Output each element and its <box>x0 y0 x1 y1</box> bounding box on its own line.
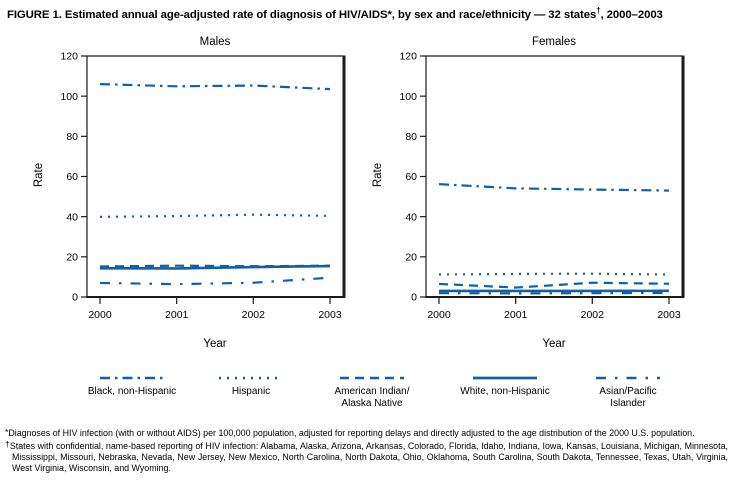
figure-title-text: FIGURE 1. Estimated annual age-adjusted … <box>7 8 597 21</box>
males-plot: 0 20 40 60 80 100 120 2000 2001 2002 2003 <box>60 51 346 321</box>
y-tick-label: 0 <box>72 292 78 304</box>
x-tick-label: 2003 <box>318 309 342 321</box>
dagger-marker: † <box>5 439 10 450</box>
males-chart: Males Rate 0 20 40 60 80 100 120 2000 2001 2002 20… <box>25 30 361 360</box>
x-tick-label: 2000 <box>427 309 451 321</box>
legend-label: White, non-Hispanic <box>460 386 550 397</box>
solid-line-swatch <box>472 375 538 381</box>
dashed-line-swatch <box>339 375 405 381</box>
females-chart-title: Females <box>531 36 577 48</box>
y-tick-label: 0 <box>411 292 417 304</box>
dotted-line-swatch <box>218 375 284 381</box>
y-tick-label: 120 <box>399 51 417 63</box>
legend-item-black-non-hispanic: Black, non-Hispanic <box>70 368 194 398</box>
figure-title: FIGURE 1. Estimated annual age-adjusted … <box>7 6 729 21</box>
y-tick-label: 20 <box>66 251 78 263</box>
legend-label: Black, non-Hispanic <box>87 386 177 397</box>
dash-dot-line-swatch <box>99 375 165 381</box>
x-tick-label: 2001 <box>165 309 189 321</box>
legend-item-asian-pacific-islander: Asian/Pacific Islander <box>566 368 690 409</box>
legend: Black, non-Hispanic Hispanic American In… <box>0 368 733 420</box>
series-line <box>99 276 331 286</box>
figure-title-dagger: † <box>596 6 601 15</box>
x-tick-label: 2003 <box>657 309 681 321</box>
legend-item-hispanic: Hispanic <box>189 368 313 398</box>
footnote-dagger-text: States with confidential, name-based rep… <box>9 441 728 474</box>
legend-label: American Indian/ Alaska Native <box>334 386 410 409</box>
series-line <box>99 83 331 91</box>
series-line <box>99 213 331 218</box>
y-tick-label: 100 <box>60 91 78 103</box>
x-tick-label: 2002 <box>581 309 605 321</box>
y-tick-label: 80 <box>66 131 78 143</box>
y-tick-label: 60 <box>66 171 78 183</box>
y-tick-label: 120 <box>60 51 78 63</box>
series-line <box>438 272 670 276</box>
x-tick-label: 2000 <box>88 309 112 321</box>
asterisk-marker: * <box>5 427 9 437</box>
y-tick-label: 80 <box>405 131 417 143</box>
long-dash-dot-line-swatch <box>595 375 661 381</box>
legend-label: Hispanic <box>231 386 271 397</box>
legend-item-white-non-hispanic: White, non-Hispanic <box>443 368 567 398</box>
legend-item-american-indian-alaska-native: American Indian/ Alaska Native <box>310 368 434 409</box>
y-tick-label: 60 <box>405 171 417 183</box>
figure-title-years: , 2000–2003 <box>600 8 663 21</box>
series-line <box>99 264 331 270</box>
y-tick-label: 40 <box>66 211 78 223</box>
series-line <box>99 264 331 268</box>
y-tick-label: 100 <box>399 91 417 103</box>
series-line <box>438 183 670 192</box>
footnote-asterisk: *Diagnoses of HIV infection (with or wit… <box>5 427 728 439</box>
x-tick-label: 2002 <box>242 309 266 321</box>
footnotes: *Diagnoses of HIV infection (with or wit… <box>5 427 728 474</box>
y-tick-label: 20 <box>405 251 417 263</box>
y-tick-label: 40 <box>405 211 417 223</box>
footnote-dagger: †States with confidential, name-based re… <box>5 439 728 474</box>
females-x-axis-label: Year <box>542 338 566 350</box>
series-line <box>438 281 670 289</box>
footnote-asterisk-text: Diagnoses of HIV infection (with or with… <box>8 428 695 438</box>
females-plot: 0 20 40 60 80 100 120 2000 2001 2002 2003 <box>399 51 685 321</box>
legend-label: Asian/Pacific Islander <box>599 386 657 409</box>
males-x-axis-label: Year <box>203 338 227 350</box>
females-chart: Females Rate 0 20 40 60 80 100 120 2000 2001 2002… <box>364 30 700 360</box>
x-tick-label: 2001 <box>504 309 528 321</box>
males-chart-title: Males <box>199 36 231 48</box>
